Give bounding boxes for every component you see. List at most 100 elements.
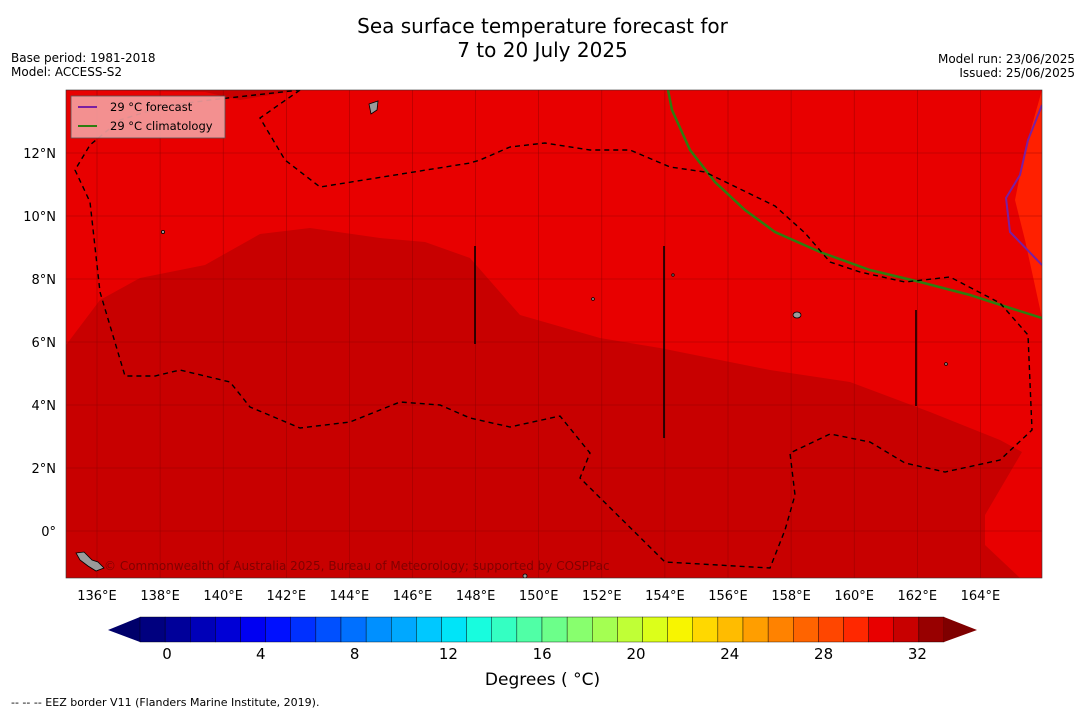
island-islet-3 (944, 362, 948, 366)
colorbar-cell (692, 616, 719, 643)
lon-label: 148°E (456, 589, 496, 604)
colorbar-cell (416, 616, 442, 643)
lon-label: 146°E (393, 589, 433, 604)
lon-label: 136°E (77, 589, 117, 604)
issued-date: Issued: 25/06/2025 (959, 66, 1075, 80)
colorbar-cell (617, 616, 643, 643)
copyright-watermark: © Commonwealth of Australia 2025, Bureau… (104, 559, 610, 573)
colorbar-cell (742, 616, 769, 643)
colorbar-cell (667, 616, 693, 643)
colorbar-under-arrow (108, 617, 140, 642)
colorbar-tick: 12 (439, 645, 458, 663)
colorbar-tick: 8 (350, 645, 360, 663)
title-line-1: Sea surface temperature forecast for (357, 14, 728, 38)
lat-label: 8°N (32, 273, 57, 288)
colorbar-cell (340, 616, 367, 643)
lat-label: 10°N (23, 210, 56, 225)
colorbar-cell (893, 616, 920, 643)
colorbar-cell (541, 616, 568, 643)
lon-label: 160°E (834, 589, 874, 604)
latitude-labels: 12°N 10°N 8°N 6°N 4°N 2°N 0° (23, 147, 56, 540)
colorbar-tick-labels: 0 4 8 12 16 20 24 28 32 (162, 645, 927, 663)
colorbar-title: Degrees ( °C) (484, 670, 601, 690)
legend-box (70, 95, 226, 139)
lat-label: 0° (41, 525, 56, 540)
colorbar-cell (290, 616, 317, 643)
colorbar-cell (918, 616, 945, 643)
title-line-2: 7 to 20 July 2025 (457, 38, 628, 62)
colorbar-cell (365, 616, 392, 643)
legend-forecast-label: 29 °C forecast (110, 100, 193, 114)
colorbar-cell (139, 616, 166, 643)
colorbar-cell (190, 616, 216, 643)
map-legend: 29 °C forecast 29 °C climatology (70, 95, 226, 139)
colorbar-cell (164, 616, 191, 643)
lon-label: 144°E (330, 589, 370, 604)
map-frame (65, 89, 1043, 579)
legend-climatology-label: 29 °C climatology (110, 119, 213, 133)
lat-label: 2°N (32, 462, 57, 477)
run-info: Model run: 23/06/2025 Issued: 25/06/2025 (938, 52, 1075, 80)
colorbar-cell (240, 616, 266, 643)
forecast-29c-contour (1004, 104, 1042, 266)
colorbar-tick: 20 (626, 645, 645, 663)
colorbar-cell (215, 616, 241, 643)
colorbar-tick: 28 (814, 645, 833, 663)
longitude-labels: 136°E 138°E 140°E 142°E 144°E 146°E 148°E 150°E… (77, 589, 1000, 604)
colorbar-cell (592, 616, 618, 643)
sst-field-29-30 (66, 228, 1022, 578)
lon-label: 156°E (708, 589, 748, 604)
colorbar-over-arrow (944, 617, 977, 642)
colorbar-cell (466, 616, 492, 643)
colorbar-cell (717, 616, 744, 643)
base-period: Base period: 1981-2018 (11, 51, 156, 65)
colorbar-tick: 32 (908, 645, 927, 663)
lon-label: 154°E (645, 589, 685, 604)
sst-field-warm-north (66, 90, 300, 100)
island-pohnpei (792, 311, 802, 319)
model-name: Model: ACCESS-S2 (11, 65, 123, 79)
colorbar-cell (516, 616, 543, 643)
lon-label: 140°E (203, 589, 243, 604)
colorbar-cell (441, 616, 467, 643)
lon-label: 152°E (582, 589, 622, 604)
colorbar-tick: 16 (533, 645, 552, 663)
colorbar-cell (843, 616, 869, 643)
island-new-guinea-tip (75, 551, 105, 572)
map-title: Sea surface temperature forecast for 7 t… (0, 14, 1085, 62)
colorbar-cell (566, 616, 593, 643)
island-islet-1 (160, 229, 165, 234)
lat-label: 6°N (32, 336, 57, 351)
colorbar-tick: 24 (720, 645, 739, 663)
climatology-29c-contour (666, 90, 1042, 320)
island-north (368, 100, 379, 115)
sst-field-cooler-east (1015, 90, 1042, 318)
lon-label: 138°E (140, 589, 180, 604)
eez-border (74, 90, 1033, 569)
lon-label: 164°E (961, 589, 1001, 604)
grid-lines (66, 90, 1042, 578)
island-islet-2 (591, 297, 595, 301)
colorbar-cell (868, 616, 894, 643)
colorbar-cell (767, 616, 794, 643)
lon-label: 150°E (519, 589, 559, 604)
colorbar-cell (391, 616, 417, 643)
colorbar-cell (315, 616, 342, 643)
island-islet-5 (522, 573, 528, 578)
colorbar-tick: 4 (256, 645, 266, 663)
colorbar: 0 4 8 12 16 20 24 28 32 (108, 616, 977, 663)
colorbar-cell (818, 616, 844, 643)
lat-label: 4°N (32, 399, 57, 414)
lon-label: 142°E (267, 589, 307, 604)
colorbar-tick: 0 (162, 645, 172, 663)
lon-label: 162°E (898, 589, 938, 604)
lon-label: 158°E (771, 589, 811, 604)
colorbar-cell (265, 616, 291, 643)
model-info: Base period: 1981-2018 Model: ACCESS-S2 (11, 51, 156, 79)
colorbar-cell (642, 616, 668, 643)
lat-label: 12°N (23, 147, 56, 162)
colorbar-cell (491, 616, 518, 643)
colorbar-cells (139, 616, 945, 643)
colorbar-cell (793, 616, 819, 643)
